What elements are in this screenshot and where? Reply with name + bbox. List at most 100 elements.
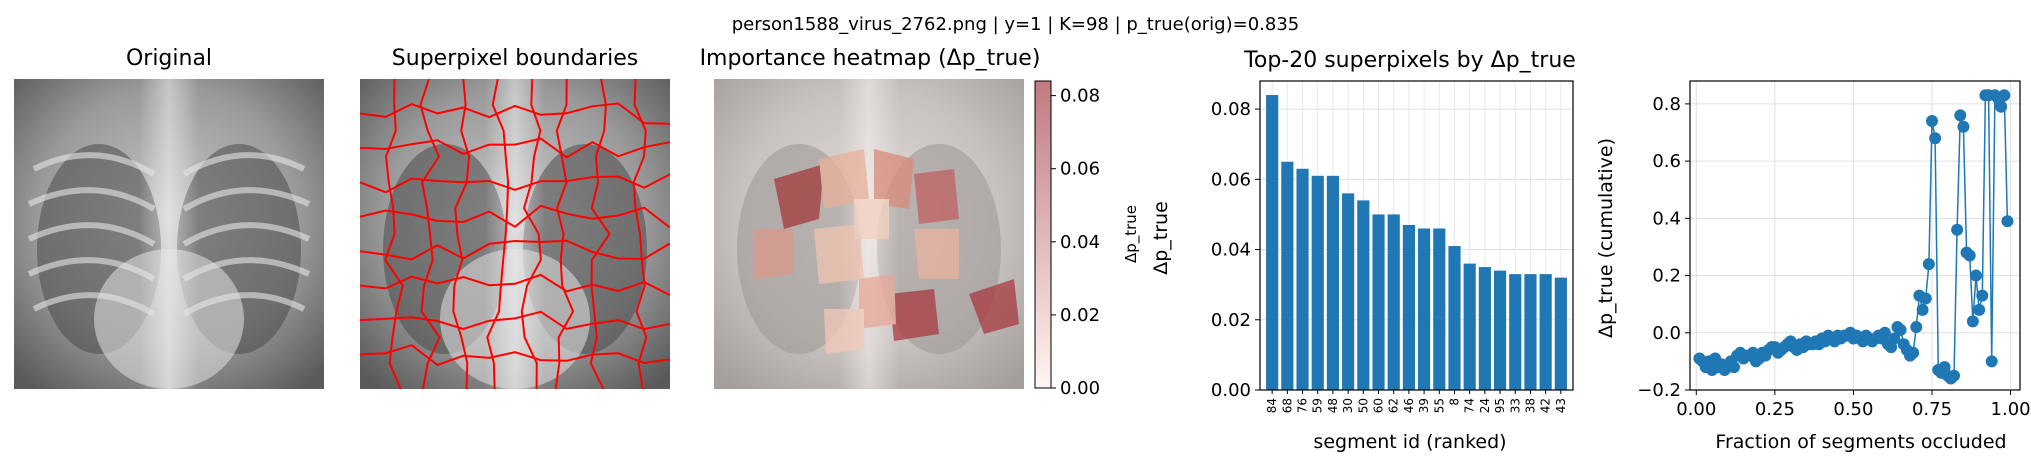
line-chart-point xyxy=(1966,315,1979,328)
bar-chart-bar xyxy=(1539,274,1552,390)
bar-chart-bar xyxy=(1387,214,1400,390)
line-chart-point xyxy=(1973,303,1986,316)
bar-chart-xtick-label: 59 xyxy=(1311,398,1325,413)
bar-chart-bar xyxy=(1493,270,1507,390)
bar-chart-xtick-label: 55 xyxy=(1432,398,1446,413)
line-chart-point xyxy=(1919,292,1932,305)
bar-chart-xtick-label: 76 xyxy=(1296,398,1310,413)
colorbar-tick-label: 0.08 xyxy=(1060,86,1100,107)
line-chart-point xyxy=(1929,132,1942,145)
xray-original-image xyxy=(14,79,324,389)
line-chart-xtick-label: 0.25 xyxy=(1755,399,1795,420)
line-chart-ytick-label: 0.2 xyxy=(1652,266,1681,287)
line-chart-point xyxy=(1951,223,1964,236)
bar-chart-bar xyxy=(1357,200,1370,390)
bar-chart-bar xyxy=(1509,274,1522,390)
bar-chart-bar xyxy=(1554,277,1567,390)
colorbar-gradient xyxy=(1034,80,1052,389)
line-chart-point xyxy=(1878,326,1891,339)
superpixel-boundary-lines xyxy=(360,79,670,389)
bar-chart-ylabel: Δp_true xyxy=(1150,201,1172,275)
top20-bar-chart: Top-20 superpixels by Δp_true Δp_true se… xyxy=(1150,48,1576,453)
bar-chart-bar xyxy=(1433,228,1446,390)
bar-chart-bar xyxy=(1266,95,1279,390)
bar-chart-xtick-label: 84 xyxy=(1265,398,1279,413)
line-chart-ytick-label: −0.2 xyxy=(1637,380,1681,401)
superpixel-boundary-image xyxy=(360,79,670,389)
line-chart-point xyxy=(1907,346,1920,359)
bar-chart-xtick-label: 42 xyxy=(1539,398,1553,413)
line-chart-frame xyxy=(1689,80,2021,391)
colorbar: 0.00 0.02 0.04 0.06 0.08 Δp_true xyxy=(1034,80,1141,399)
line-chart-point xyxy=(1894,323,1907,336)
bar-chart-bar xyxy=(1281,161,1294,390)
line-chart-point xyxy=(1957,120,1970,133)
bar-chart-ytick-label: 0.02 xyxy=(1211,310,1251,331)
line-chart-ytick-label: 0.6 xyxy=(1652,151,1681,172)
bar-chart-xtick-label: 68 xyxy=(1280,398,1294,413)
bar-chart-bar xyxy=(1524,274,1537,390)
bar-chart-xtick-label: 33 xyxy=(1508,398,1522,413)
line-chart-point xyxy=(1926,115,1938,128)
bar-chart-xtick-label: 95 xyxy=(1493,398,1507,413)
bar-chart-xtick-label: 8 xyxy=(1447,398,1461,406)
line-chart-point xyxy=(2001,215,2014,228)
bar-chart-xtick-label: 62 xyxy=(1387,398,1401,413)
line-chart-point xyxy=(1910,321,1923,334)
bar-chart-xtick-label: 24 xyxy=(1478,398,1492,413)
bar-chart-title: Top-20 superpixels by Δp_true xyxy=(1243,48,1576,73)
cumulative-occlusion-line-chart: Δp_true (cumulative) Fraction of segment… xyxy=(1595,80,2031,453)
bar-chart-xtick-label: 38 xyxy=(1523,398,1537,413)
bar-chart-xtick-label: 50 xyxy=(1356,398,1370,413)
line-chart-point xyxy=(1728,361,1740,374)
line-chart-ytick-label: 0.0 xyxy=(1652,323,1681,344)
bar-chart-xtick-label: 39 xyxy=(1417,398,1431,413)
bar-chart-xtick-label: 60 xyxy=(1372,398,1386,413)
line-chart-ytick-label: 0.8 xyxy=(1652,94,1681,115)
line-chart-xtick-label: 0.00 xyxy=(1676,399,1716,420)
bar-chart-bar xyxy=(1418,228,1431,390)
line-chart-xlabel: Fraction of segments occluded xyxy=(1715,431,2006,453)
bar-chart-xtick-label: 48 xyxy=(1326,398,1340,413)
colorbar-tick-label: 0.04 xyxy=(1060,232,1100,253)
line-chart-point xyxy=(1998,89,2011,102)
colorbar-label: Δp_true xyxy=(1122,205,1141,263)
line-chart-ylabel: Δp_true (cumulative) xyxy=(1595,138,1617,338)
bar-chart-frame xyxy=(1259,80,1574,391)
bar-chart-bar xyxy=(1463,263,1476,390)
superpixel-panel-title: Superpixel boundaries xyxy=(391,46,639,71)
bar-chart-bar xyxy=(1342,193,1355,390)
bar-chart-ytick-label: 0.00 xyxy=(1211,380,1251,401)
line-chart-point xyxy=(1963,249,1976,262)
bar-chart-bar xyxy=(1402,224,1415,390)
line-chart-xtick-label: 0.75 xyxy=(1912,399,1952,420)
colorbar-tick-label: 0.02 xyxy=(1060,305,1100,326)
original-panel-title: Original xyxy=(125,46,213,71)
bar-chart-xlabel: segment id (ranked) xyxy=(1313,431,1506,453)
bar-chart-bar xyxy=(1296,168,1309,390)
bar-chart-bar xyxy=(1311,175,1324,390)
bar-chart-bar xyxy=(1448,246,1461,390)
line-chart-xtick-label: 1.00 xyxy=(1991,399,2031,420)
bar-chart-xtick-label: 74 xyxy=(1463,398,1477,413)
bar-chart-xtick-label: 43 xyxy=(1554,398,1568,413)
bar-chart-ytick-label: 0.08 xyxy=(1211,99,1251,120)
line-chart-point xyxy=(1916,303,1929,316)
line-chart-point xyxy=(1922,258,1935,271)
bar-chart-xtick-label: 46 xyxy=(1402,398,1416,413)
line-chart-point xyxy=(1970,269,1982,282)
bar-chart-xtick-label: 30 xyxy=(1341,398,1355,413)
colorbar-tick-label: 0.06 xyxy=(1060,159,1100,180)
colorbar-tick-label: 0.00 xyxy=(1060,378,1100,399)
line-chart-point xyxy=(1954,109,1967,122)
bar-chart-bar xyxy=(1326,175,1340,390)
heatmap-panel-title: Importance heatmap (Δp_true) xyxy=(699,46,1041,71)
bar-chart-ytick-label: 0.06 xyxy=(1211,169,1251,190)
figure-suptitle: person1588_virus_2762.png | y=1 | K=98 |… xyxy=(731,14,1300,35)
line-chart-point xyxy=(1985,355,1998,368)
line-chart-point xyxy=(1995,100,2008,113)
importance-heatmap-image xyxy=(714,79,1024,389)
bar-chart-bar xyxy=(1372,214,1385,390)
bar-chart-ytick-label: 0.04 xyxy=(1211,240,1251,261)
line-chart-ytick-label: 0.4 xyxy=(1652,208,1681,229)
